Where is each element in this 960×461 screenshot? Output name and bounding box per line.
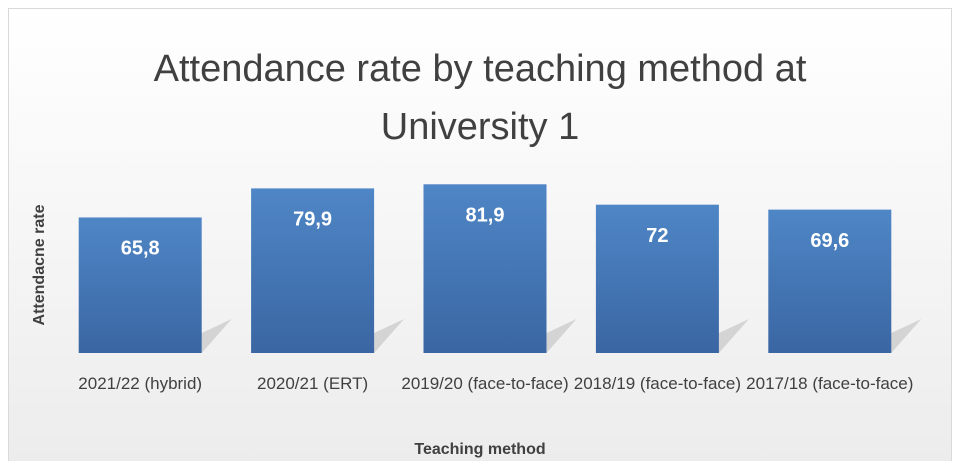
- bar: [423, 184, 547, 353]
- bar: [251, 188, 375, 353]
- data-label: 69,6: [810, 230, 849, 252]
- bar: [768, 209, 892, 353]
- x-tick-label: 2021/22 (hybrid): [78, 374, 203, 393]
- x-tick-label: 2020/21 (ERT): [256, 374, 369, 393]
- data-label: 65,8: [121, 238, 160, 260]
- bar: [595, 204, 719, 353]
- x-tick-label: 2017/18 (face-to-face): [746, 374, 914, 393]
- x-tick-label: 2018/19 (face-to-face): [573, 374, 742, 393]
- x-axis-title: Teaching method: [414, 441, 545, 458]
- y-axis-title: Attendacne rate: [31, 204, 48, 325]
- data-label: 79,9: [293, 209, 332, 231]
- data-label: 81,9: [466, 205, 505, 227]
- data-label: 72: [646, 225, 668, 247]
- x-tick-label: 2019/20 (face-to-face): [401, 374, 569, 393]
- bar: [78, 217, 202, 353]
- chart-title: Attendance rate by teaching method at Un…: [153, 48, 807, 148]
